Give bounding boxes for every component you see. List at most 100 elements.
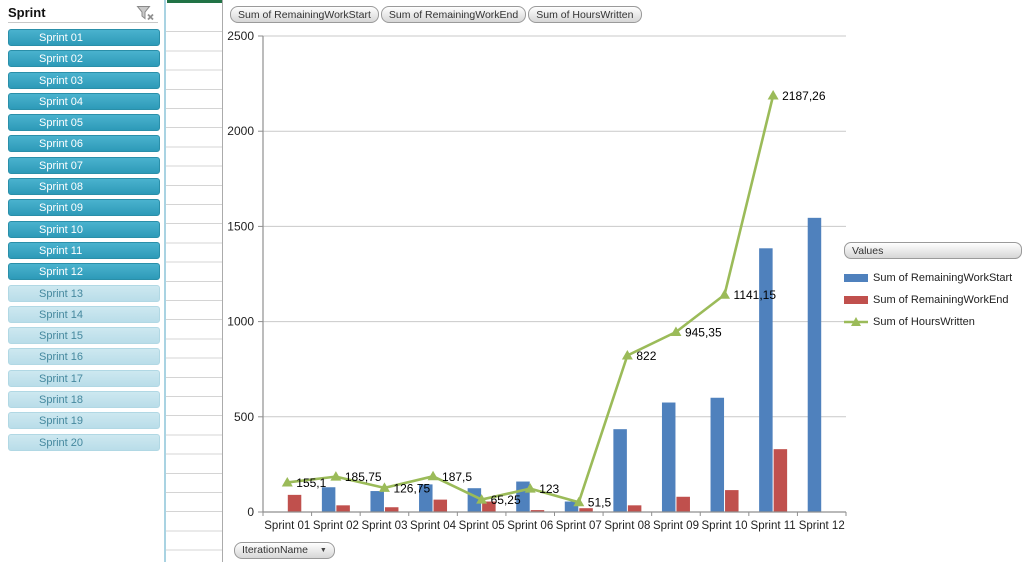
x-axis-label: Sprint 12 [799,520,845,532]
slicer-item-sprint-09[interactable]: Sprint 09 [8,199,160,217]
slicer-header: Sprint [8,3,158,23]
y-axis-label: 1500 [227,219,254,233]
value-field-buttons: Sum of RemainingWorkStart Sum of Remainin… [230,6,642,23]
x-axis-label: Sprint 09 [653,520,699,532]
legend-entries: Sum of RemainingWorkStart Sum of Remainin… [844,267,1022,333]
line-marker-triangle [330,471,342,481]
x-axis-label: Sprint 08 [604,520,650,532]
legend-entry: Sum of RemainingWorkStart [844,267,1022,289]
slicer-item-sprint-06[interactable]: Sprint 06 [8,135,160,153]
slicer-item-sprint-12[interactable]: Sprint 12 [8,263,160,281]
slicer-item-sprint-03[interactable]: Sprint 03 [8,71,160,89]
data-label: 1141,15 [734,288,777,302]
line-marker-triangle [670,326,682,337]
slicer-item-sprint-07[interactable]: Sprint 07 [8,156,160,174]
bar-remaining-work-end [773,449,788,512]
x-axis-label: Sprint 11 [751,520,796,532]
field-button-sum-of-remainingworkend[interactable]: Sum of RemainingWorkEnd [380,6,527,23]
axis-field-button-wrap: IterationName ▼ [234,540,335,559]
data-label: 126,75 [393,481,430,495]
dropdown-arrow-icon: ▼ [319,547,327,554]
bar-remaining-work-end [725,490,739,512]
slicer-item-sprint-16[interactable]: Sprint 16 [8,348,160,366]
line-marker-triangle [767,90,779,100]
x-axis-label: Sprint 05 [459,520,505,532]
y-axis-label: 0 [247,505,254,519]
bar-remaining-work-start [564,501,579,512]
pivot-chart: Sum of RemainingWorkStart Sum of Remainin… [222,0,1024,562]
x-axis-label: Sprint 06 [507,520,553,532]
x-axis-label: Sprint 07 [556,520,602,532]
line-hours-written [287,95,775,504]
slicer-item-sprint-14[interactable]: Sprint 14 [8,305,160,323]
line-marker-triangle [427,470,439,481]
bar-remaining-work-end [676,496,690,512]
bar-remaining-work-end [530,510,545,512]
field-button-sum-of-remainingworkstart[interactable]: Sum of RemainingWorkStart [230,6,379,23]
legend-bar-swatch [844,296,868,304]
slicer-item-sprint-19[interactable]: Sprint 19 [8,412,160,430]
x-axis-label: Sprint 10 [702,520,748,532]
x-axis-label: Sprint 03 [361,520,407,532]
data-label: 123 [539,482,559,496]
slicer-item-sprint-10[interactable]: Sprint 10 [8,220,160,238]
legend-entry-label: Sum of RemainingWorkStart [873,272,1013,284]
y-axis-label: 2000 [227,124,254,138]
slicer-item-sprint-15[interactable]: Sprint 15 [8,327,160,345]
y-axis-label: 2500 [227,29,254,43]
slicer-item-sprint-02[interactable]: Sprint 02 [8,50,160,68]
selected-cell-indicator [167,0,222,3]
x-axis-label: Sprint 01 [264,520,310,532]
values-field-button[interactable]: Values [844,242,1022,259]
clear-filter-icon[interactable] [136,5,156,22]
bar-remaining-work-end [287,494,302,512]
line-marker-triangle [378,482,390,492]
slicer-item-sprint-08[interactable]: Sprint 08 [8,178,160,196]
legend-entry-label: Sum of RemainingWorkEnd [873,294,1009,306]
slicer-item-sprint-13[interactable]: Sprint 13 [8,284,160,302]
bar-remaining-work-end [482,501,496,512]
field-button-sum-of-hourswritten[interactable]: Sum of HoursWritten [528,6,642,23]
bar-remaining-work-start [759,248,773,512]
line-marker-triangle [719,289,731,299]
bar-remaining-work-start [661,402,676,512]
line-marker-triangle [573,496,585,507]
slicer-item-sprint-04[interactable]: Sprint 04 [8,92,160,110]
data-label: 185,75 [345,470,382,484]
slicer-title: Sprint [8,5,46,20]
slicer-item-sprint-20[interactable]: Sprint 20 [8,433,160,451]
data-label: 155,1 [296,476,326,490]
bar-remaining-work-start [710,397,725,512]
data-label: 187,5 [442,470,472,484]
data-label: 51,5 [588,496,612,510]
data-label: 65,25 [491,493,521,507]
iteration-name-field-button[interactable]: IterationName ▼ [234,541,335,559]
y-axis-label: 1000 [227,315,254,329]
legend-entry: Sum of HoursWritten [844,311,1022,333]
bar-remaining-work-start [807,217,822,512]
bar-remaining-work-end [433,499,448,512]
bar-remaining-work-start [613,429,627,512]
bar-remaining-work-start [419,484,433,512]
line-marker-triangle [524,483,536,493]
data-label: 2187,26 [782,89,826,103]
bar-remaining-work-end [384,507,399,512]
slicer-item-sprint-01[interactable]: Sprint 01 [8,29,160,46]
legend-entry: Sum of RemainingWorkEnd [844,289,1022,311]
slicer-item-sprint-17[interactable]: Sprint 17 [8,369,160,387]
legend-bar-swatch [844,274,868,282]
bar-remaining-work-start [321,487,336,512]
slicer-items: Sprint 01 Sprint 02 Sprint 03 Sprint 04 Spri… [8,29,160,455]
legend-line-swatch [844,317,868,326]
data-label: 822 [636,349,656,363]
line-marker-triangle [476,494,488,504]
y-axis-label: 500 [234,410,254,424]
worksheet-gridlines [166,12,222,562]
slicer-item-sprint-05[interactable]: Sprint 05 [8,114,160,132]
bar-remaining-work-start [370,491,384,512]
slicer-item-sprint-18[interactable]: Sprint 18 [8,391,160,409]
worksheet-column[interactable] [166,0,222,562]
slicer-item-sprint-11[interactable]: Sprint 11 [8,241,160,259]
